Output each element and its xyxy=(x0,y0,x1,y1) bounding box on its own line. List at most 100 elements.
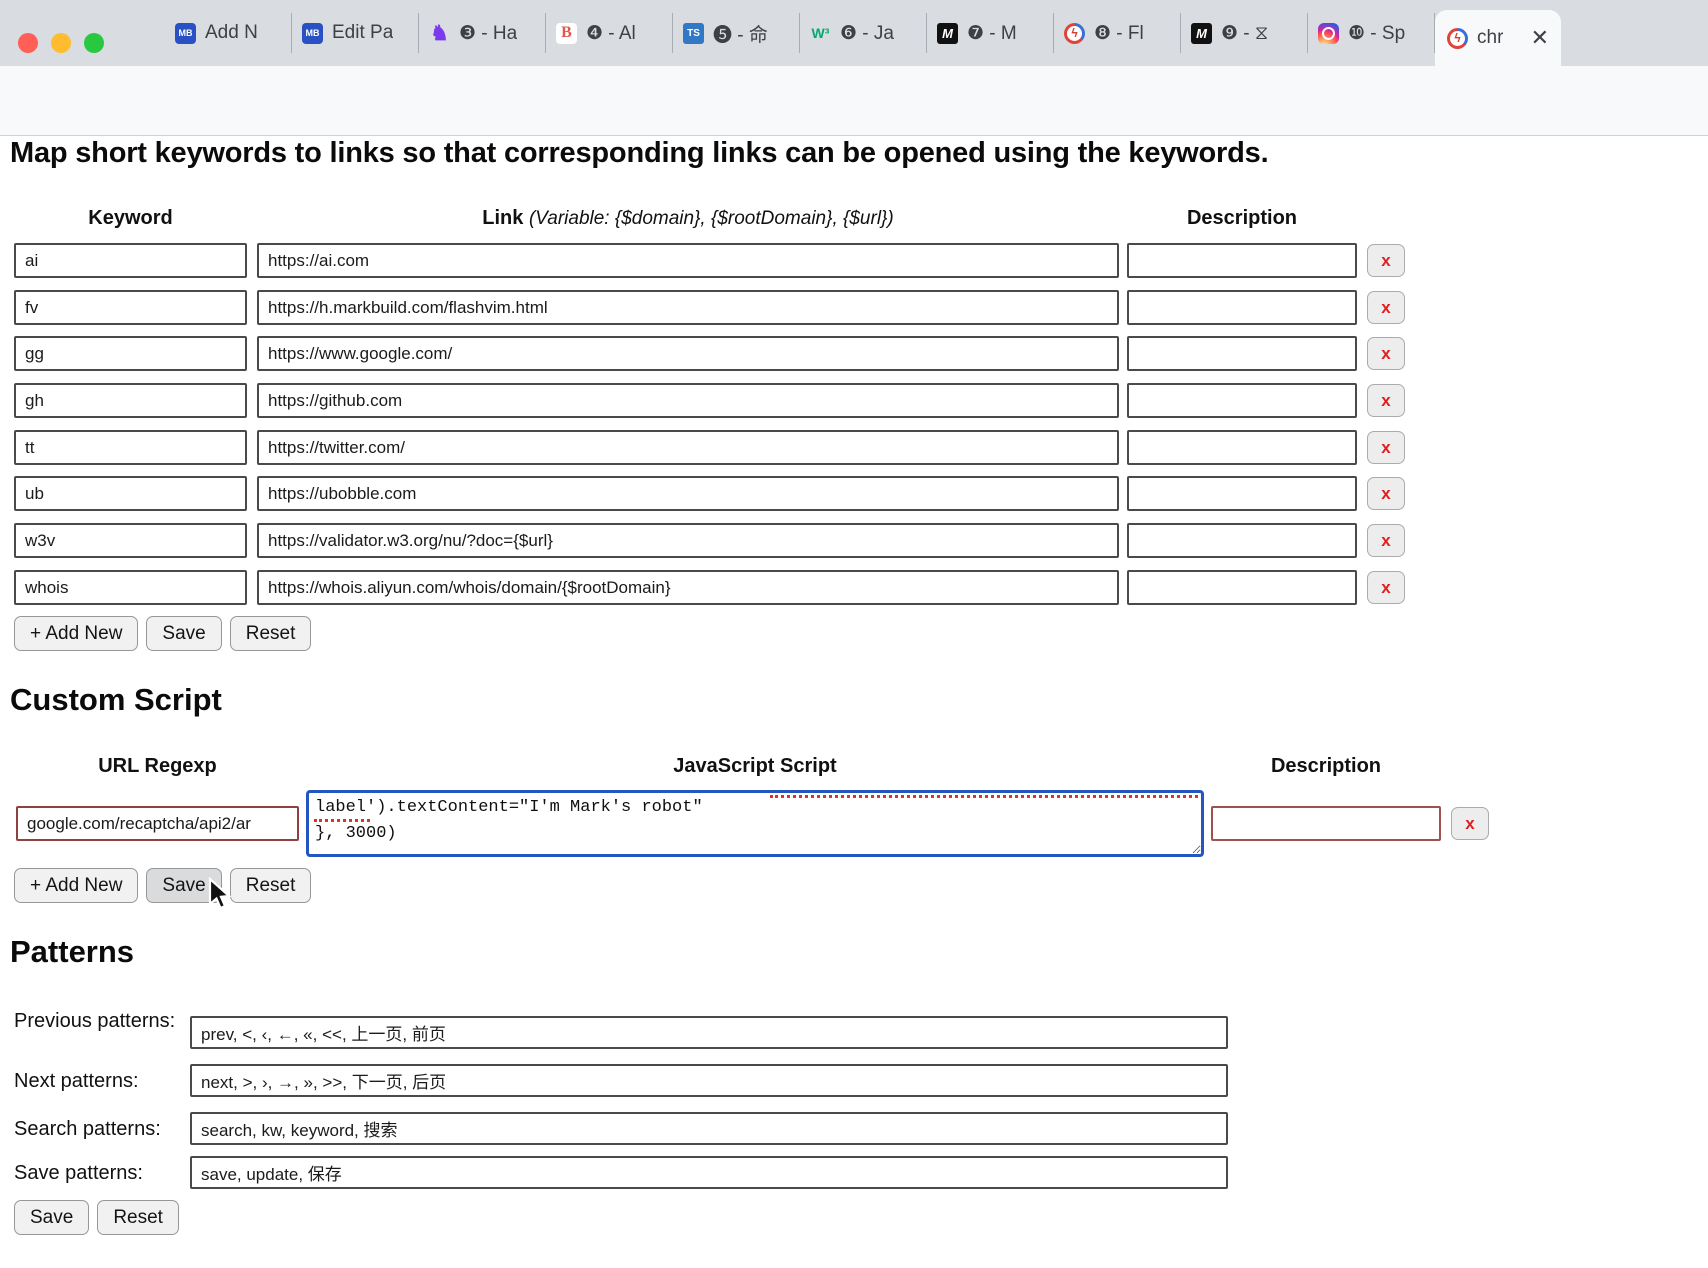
tab-title: ❺ - 命 xyxy=(713,24,768,46)
spellcheck-underline xyxy=(770,795,1198,798)
keyword-input[interactable] xyxy=(14,383,247,418)
custom-script-title: Custom Script xyxy=(10,682,222,717)
tab-5[interactable]: TS ❺ - 命 xyxy=(673,13,800,53)
keyword-input[interactable] xyxy=(14,570,247,605)
description-input[interactable] xyxy=(1127,243,1357,278)
description-input[interactable] xyxy=(1127,476,1357,511)
minimize-window-button[interactable] xyxy=(51,33,71,53)
keyword-input[interactable] xyxy=(14,430,247,465)
description-input[interactable] xyxy=(1127,523,1357,558)
medium-favicon: M xyxy=(937,22,958,44)
close-window-button[interactable] xyxy=(18,33,38,53)
tab-edit-pa[interactable]: MB Edit Pa xyxy=(292,13,419,53)
reset-scripts-button[interactable]: Reset xyxy=(229,868,312,903)
link-input[interactable] xyxy=(257,290,1119,325)
link-input[interactable] xyxy=(257,243,1119,278)
tab-7[interactable]: M ❼ - M xyxy=(927,13,1054,53)
keyword-row: x xyxy=(0,476,1708,511)
previous-patterns-input[interactable] xyxy=(190,1016,1228,1049)
save-patterns-button[interactable]: Save xyxy=(14,1200,90,1235)
keyword-row: x xyxy=(0,430,1708,465)
keyword-row: x xyxy=(0,523,1708,558)
tab-title: Add N xyxy=(205,22,258,43)
tab-6[interactable]: W³ ❻ - Ja xyxy=(800,13,927,53)
delete-row-button[interactable]: x xyxy=(1367,244,1405,277)
tab-title: ❹ - Al xyxy=(586,22,636,44)
tab-title: ❻ - Ja xyxy=(840,22,894,44)
patterns-title: Patterns xyxy=(10,934,135,969)
keyword-input[interactable] xyxy=(14,336,247,371)
link-variables-note: (Variable: {$domain}, {$rootDomain}, {$u… xyxy=(528,208,894,229)
tab-title: ❾ - ⧖ xyxy=(1221,22,1269,44)
tab-10[interactable]: ❿ - Sp xyxy=(1308,13,1435,53)
script-description-header: Description xyxy=(1270,755,1382,777)
options-page: Map short keywords to links so that corr… xyxy=(0,137,1708,1268)
w3schools-favicon: W³ xyxy=(811,25,830,41)
keyword-input[interactable] xyxy=(14,523,247,558)
add-new-script-button[interactable]: + Add New xyxy=(14,868,139,903)
save-patterns-label: Save patterns: xyxy=(14,1162,143,1184)
keyword-row: x xyxy=(0,383,1708,418)
link-input[interactable] xyxy=(257,383,1119,418)
custom-script-row: label').textContent="I'm Mark's robot" }… xyxy=(0,790,1708,860)
tab-add-n[interactable]: MB Add N xyxy=(165,13,292,53)
delete-row-button[interactable]: x xyxy=(1367,384,1405,417)
delete-row-button[interactable]: x xyxy=(1367,431,1405,464)
delete-row-button[interactable]: x xyxy=(1367,291,1405,324)
delete-row-button[interactable]: x xyxy=(1367,524,1405,557)
add-new-keyword-button[interactable]: + Add New xyxy=(14,616,139,651)
tab-8[interactable]: ❽ - Fl xyxy=(1054,13,1181,53)
url-regexp-input[interactable] xyxy=(16,806,299,841)
tab-close-icon[interactable]: ✕ xyxy=(1530,25,1549,50)
tab-3[interactable]: ❸ - Ha xyxy=(419,13,546,53)
patterns-actions: Save Reset xyxy=(14,1200,179,1235)
delete-row-button[interactable]: x xyxy=(1367,477,1405,510)
keyword-column-header: Keyword xyxy=(88,207,173,229)
keyword-input[interactable] xyxy=(14,476,247,511)
description-input[interactable] xyxy=(1127,430,1357,465)
instagram-favicon xyxy=(1318,22,1339,44)
custom-script-actions: + Add New Save Reset xyxy=(14,868,312,903)
url-regexp-header: URL Regexp xyxy=(98,755,217,777)
next-patterns-input[interactable] xyxy=(190,1064,1228,1097)
tab-9[interactable]: M ❾ - ⧖ xyxy=(1181,13,1308,53)
script-description-input[interactable] xyxy=(1211,806,1441,841)
description-input[interactable] xyxy=(1127,290,1357,325)
reset-keywords-button[interactable]: Reset xyxy=(229,616,312,651)
delete-script-row-button[interactable]: x xyxy=(1451,807,1489,840)
pattern-row xyxy=(0,1016,1708,1051)
javascript-script-header: JavaScript Script xyxy=(673,755,837,777)
keyword-input[interactable] xyxy=(14,243,247,278)
save-scripts-button[interactable]: Save xyxy=(146,868,222,903)
previous-patterns-label: Previous patterns: xyxy=(14,1010,176,1032)
link-input[interactable] xyxy=(257,570,1119,605)
tab-strip: MB Add N MB Edit Pa ❸ - Ha B ❹ - Al TS ❺… xyxy=(0,0,1708,66)
tab-4[interactable]: B ❹ - Al xyxy=(546,13,673,53)
description-input[interactable] xyxy=(1127,336,1357,371)
next-patterns-label: Next patterns: xyxy=(14,1070,139,1092)
description-input[interactable] xyxy=(1127,383,1357,418)
tab-title: chr xyxy=(1477,27,1504,48)
tab-list: MB Add N MB Edit Pa ❸ - Ha B ❹ - Al TS ❺… xyxy=(165,0,1708,66)
search-patterns-input[interactable] xyxy=(190,1112,1228,1145)
delete-row-button[interactable]: x xyxy=(1367,337,1405,370)
javascript-script-textarea[interactable]: label').textContent="I'm Mark's robot" }… xyxy=(306,790,1204,857)
tab-flashvim-options-active[interactable]: chr ✕ xyxy=(1435,10,1561,66)
tab-title: ❿ - Sp xyxy=(1348,22,1406,44)
delete-row-button[interactable]: x xyxy=(1367,571,1405,604)
keyword-row: x xyxy=(0,336,1708,371)
reset-patterns-button[interactable]: Reset xyxy=(97,1200,179,1235)
zoom-window-button[interactable] xyxy=(84,33,104,53)
keyword-input[interactable] xyxy=(14,290,247,325)
link-input[interactable] xyxy=(257,476,1119,511)
link-input[interactable] xyxy=(257,336,1119,371)
tab-title: ❼ - M xyxy=(967,22,1017,44)
save-patterns-input[interactable] xyxy=(190,1156,1228,1189)
save-keywords-button[interactable]: Save xyxy=(146,616,222,651)
tab-title: Edit Pa xyxy=(332,22,394,43)
description-input[interactable] xyxy=(1127,570,1357,605)
link-input[interactable] xyxy=(257,430,1119,465)
link-column-header: Link (Variable: {$domain}, {$rootDomain}… xyxy=(482,207,894,229)
link-input[interactable] xyxy=(257,523,1119,558)
